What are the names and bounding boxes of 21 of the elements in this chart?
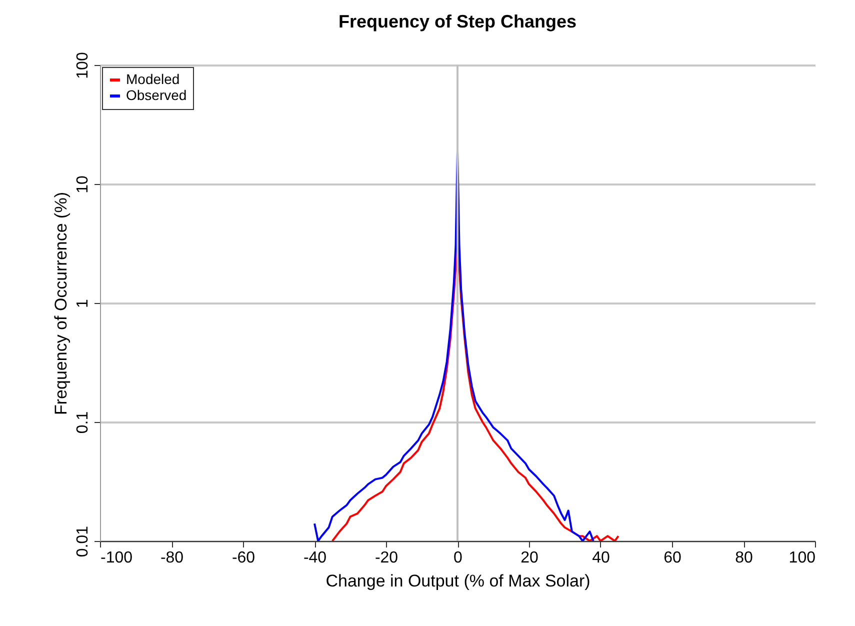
x-tick-label: -20: [374, 550, 398, 566]
x-tick-label: 100: [788, 550, 816, 566]
y-tick-label: 100: [74, 52, 92, 79]
x-tick-label: -60: [232, 550, 256, 566]
y-tick-label: 10: [74, 176, 92, 194]
x-tick-label: 0: [454, 550, 463, 566]
y-tick-label: 1: [74, 298, 92, 308]
x-tick-label: -100: [100, 550, 133, 566]
y-tick-label: 0.1: [74, 411, 92, 434]
y-axis-title: Frequency of Occurrence (%): [52, 192, 70, 415]
x-tick-label: 20: [520, 550, 538, 566]
x-tick-label: -40: [303, 550, 327, 566]
x-tick-label: -80: [160, 550, 184, 566]
x-tick-label: 60: [664, 550, 682, 566]
legend-label: Modeled: [126, 71, 180, 87]
x-tick-label: 40: [592, 550, 610, 566]
y-tick-label: 0.01: [74, 526, 92, 558]
x-tick-label: 80: [735, 550, 753, 566]
legend-label: Observed: [126, 87, 187, 103]
x-axis-title: Change in Output (% of Max Solar): [326, 572, 590, 590]
chart-title: Frequency of Step Changes: [338, 12, 577, 32]
